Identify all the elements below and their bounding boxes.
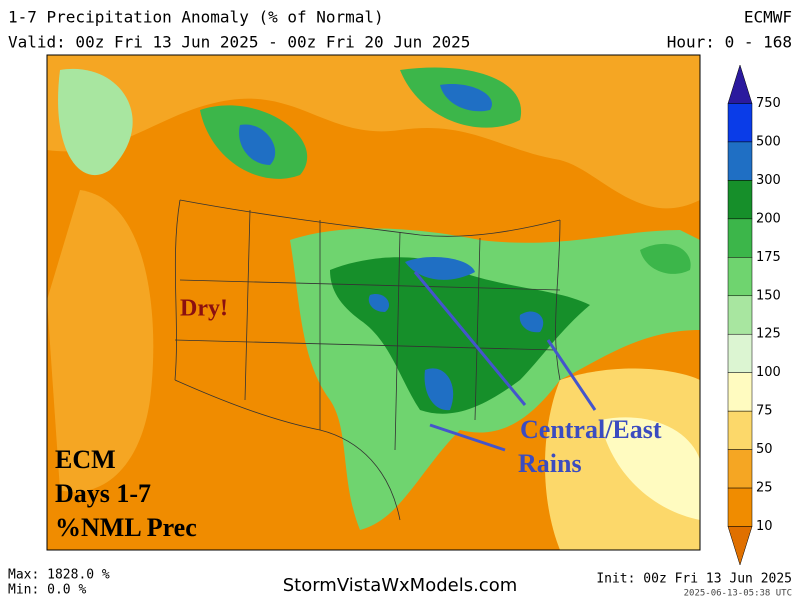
colorbar-label: 500	[756, 134, 781, 149]
init: Init: 00z Fri 13 Jun 2025	[596, 572, 792, 587]
colorbar-swatch	[727, 257, 753, 297]
colorbar-label: 300	[756, 173, 781, 188]
colorbar-swatch	[727, 449, 753, 489]
colorbar-label: 125	[756, 327, 781, 342]
colorbar-label: 10	[756, 519, 773, 534]
colorbar-swatch	[727, 487, 753, 527]
min: Min: 0.0 %	[8, 583, 86, 598]
very-wet	[405, 257, 475, 280]
colorbar-swatch	[727, 333, 753, 373]
timestamp: 2025-06-13-05:38 UTC	[684, 589, 792, 599]
model-label: ECM	[55, 445, 116, 474]
colorbar-label: 50	[756, 442, 773, 457]
region	[47, 190, 154, 492]
colorbar-swatch	[727, 141, 753, 181]
colorbar-label: 175	[756, 250, 781, 265]
colorbar-label: 100	[756, 365, 781, 380]
dry-label: Dry!	[180, 296, 228, 322]
model-label: %NML Prec	[55, 513, 197, 542]
region	[47, 55, 700, 209]
colorbar-cap	[727, 526, 753, 566]
colorbar-label: 750	[756, 96, 781, 111]
colorbar-swatch	[727, 218, 753, 258]
borders	[174, 199, 561, 521]
colorbar: 750 500 300 200 175 150 125 100 75 50 25 10	[727, 64, 781, 566]
hours: Hour: 0 - 168	[667, 33, 792, 52]
very-wet	[519, 311, 544, 333]
colorbar-label: 150	[756, 288, 781, 303]
colorbar-swatch	[727, 410, 753, 450]
region	[440, 84, 492, 112]
very-wet	[424, 368, 454, 411]
wet-region	[330, 257, 590, 414]
map-frame	[46, 54, 701, 551]
arrows	[413, 271, 597, 452]
rains-label: Rains	[518, 449, 582, 478]
model-label: Days 1-7	[55, 479, 151, 508]
valid-time: Valid: 00z Fri 13 Jun 2025 - 00z Fri 20 …	[8, 33, 470, 52]
map: Dry! Central/East Rains ECM Days 1-7 %NM…	[46, 54, 701, 551]
colorbar-cap	[727, 64, 753, 104]
region	[239, 124, 276, 165]
model: ECMWF	[744, 8, 792, 27]
region	[58, 68, 133, 176]
colorbar-swatch	[727, 295, 753, 335]
colorbar-label: 200	[756, 211, 781, 226]
very-wet	[368, 293, 390, 312]
colorbar-swatch	[727, 180, 753, 220]
rains-label: Central/East	[520, 415, 662, 444]
region	[640, 243, 691, 274]
colorbar-swatch	[727, 103, 753, 143]
colorbar-label: 25	[756, 481, 773, 496]
colorbar-label: 75	[756, 404, 773, 419]
title: 1-7 Precipitation Anomaly (% of Normal)	[8, 8, 384, 27]
region	[600, 417, 700, 520]
colorbar-swatch	[727, 372, 753, 412]
site: StormVistaWxModels.com	[283, 575, 518, 596]
max: Max: 1828.0 %	[8, 568, 110, 583]
